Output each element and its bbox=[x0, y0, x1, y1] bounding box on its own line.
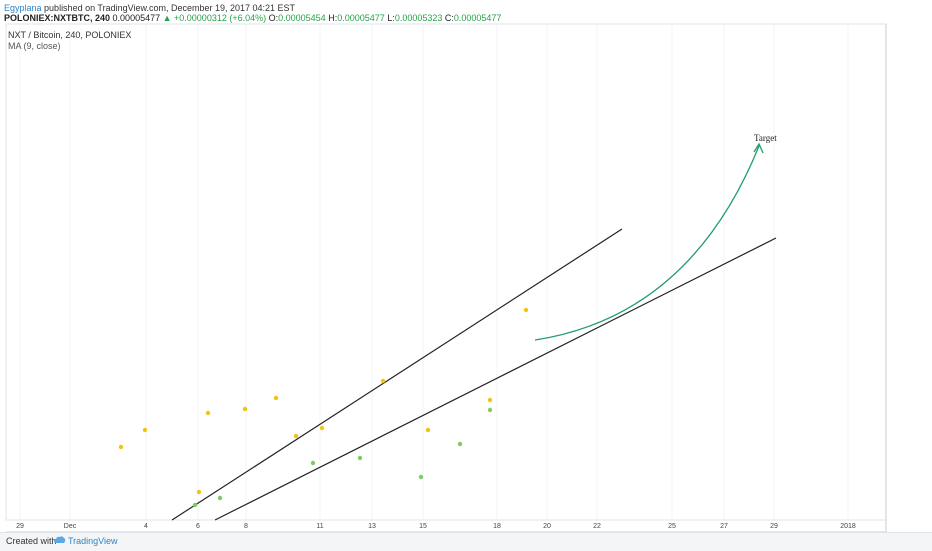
low-value: 0.00005323 bbox=[394, 13, 443, 23]
published-text: published on TradingView.com, December 1… bbox=[44, 3, 296, 13]
signal-marker bbox=[319, 425, 325, 431]
x-tick-label: Dec bbox=[64, 523, 77, 530]
x-tick-label: 2018 bbox=[840, 523, 856, 530]
signal-marker bbox=[142, 427, 148, 433]
upper-trendline bbox=[171, 228, 623, 521]
signal-marker bbox=[487, 407, 493, 413]
tradingview-logo-icon bbox=[54, 536, 66, 543]
price-change: ▲ +0.00000312 (+6.04%) bbox=[162, 13, 267, 23]
signal-marker bbox=[192, 502, 198, 508]
x-tick-label: 4 bbox=[144, 523, 148, 530]
signal-marker bbox=[242, 406, 248, 412]
signal-marker bbox=[205, 410, 211, 416]
x-tick-label: 20 bbox=[543, 523, 551, 530]
indicator-legend[interactable]: MA (9, close) bbox=[8, 41, 61, 51]
last-price: 0.00005477 bbox=[112, 13, 161, 23]
x-tick-label: 18 bbox=[493, 523, 501, 530]
x-tick-label: 15 bbox=[419, 523, 427, 530]
x-tick-label: 29 bbox=[16, 523, 24, 530]
x-tick-label: 8 bbox=[244, 523, 248, 530]
projection-curve bbox=[534, 145, 760, 341]
signal-marker bbox=[196, 489, 202, 495]
target-annotation: Target bbox=[754, 133, 777, 143]
series-legend[interactable]: NXT / Bitcoin, 240, POLONIEX bbox=[8, 30, 132, 40]
high-label: H: bbox=[328, 13, 338, 23]
signal-marker bbox=[217, 495, 223, 501]
publication-info: Egyplana published on TradingView.com, D… bbox=[4, 3, 295, 13]
signal-marker bbox=[457, 441, 463, 447]
signal-marker bbox=[293, 433, 299, 439]
lower-trendline bbox=[214, 237, 777, 521]
x-tick-label: 11 bbox=[316, 523, 323, 530]
projection-arrowhead bbox=[753, 142, 764, 154]
close-value: 0.00005477 bbox=[453, 13, 502, 23]
ohlc-summary: POLONIEX:NXTBTC, 240 0.00005477 ▲ +0.000… bbox=[4, 13, 501, 23]
signal-marker bbox=[487, 397, 493, 403]
open-label: O: bbox=[268, 13, 279, 23]
symbol-label: POLONIEX:NXTBTC, 240 bbox=[4, 13, 111, 23]
x-tick-label: 29 bbox=[770, 523, 778, 530]
tradingview-brand[interactable]: TradingView bbox=[68, 536, 118, 546]
signal-marker bbox=[523, 307, 529, 313]
author-name[interactable]: Egyplana bbox=[4, 3, 42, 13]
x-tick-label: 25 bbox=[668, 523, 676, 530]
signal-marker bbox=[310, 460, 316, 466]
footer-bar: Created with TradingView bbox=[0, 532, 932, 551]
signal-marker bbox=[418, 474, 424, 480]
high-value: 0.00005477 bbox=[337, 13, 385, 23]
open-value: 0.00005454 bbox=[278, 13, 326, 23]
candlestick-chart[interactable]: 0.000030000.000035000.000040000.00004500… bbox=[0, 0, 932, 532]
plot-area bbox=[5, 23, 887, 521]
signal-marker bbox=[425, 427, 431, 433]
x-tick-label: 13 bbox=[368, 523, 376, 530]
x-tick-label: 22 bbox=[593, 523, 601, 530]
x-tick-label: 6 bbox=[196, 523, 200, 530]
low-label: L: bbox=[387, 13, 395, 23]
signal-marker bbox=[118, 444, 124, 450]
x-tick-label: 27 bbox=[720, 523, 728, 530]
created-with-text: Created with bbox=[6, 536, 57, 546]
signal-marker bbox=[273, 395, 279, 401]
signal-marker bbox=[380, 378, 386, 384]
close-label: C: bbox=[444, 13, 454, 23]
signal-marker bbox=[357, 455, 363, 461]
